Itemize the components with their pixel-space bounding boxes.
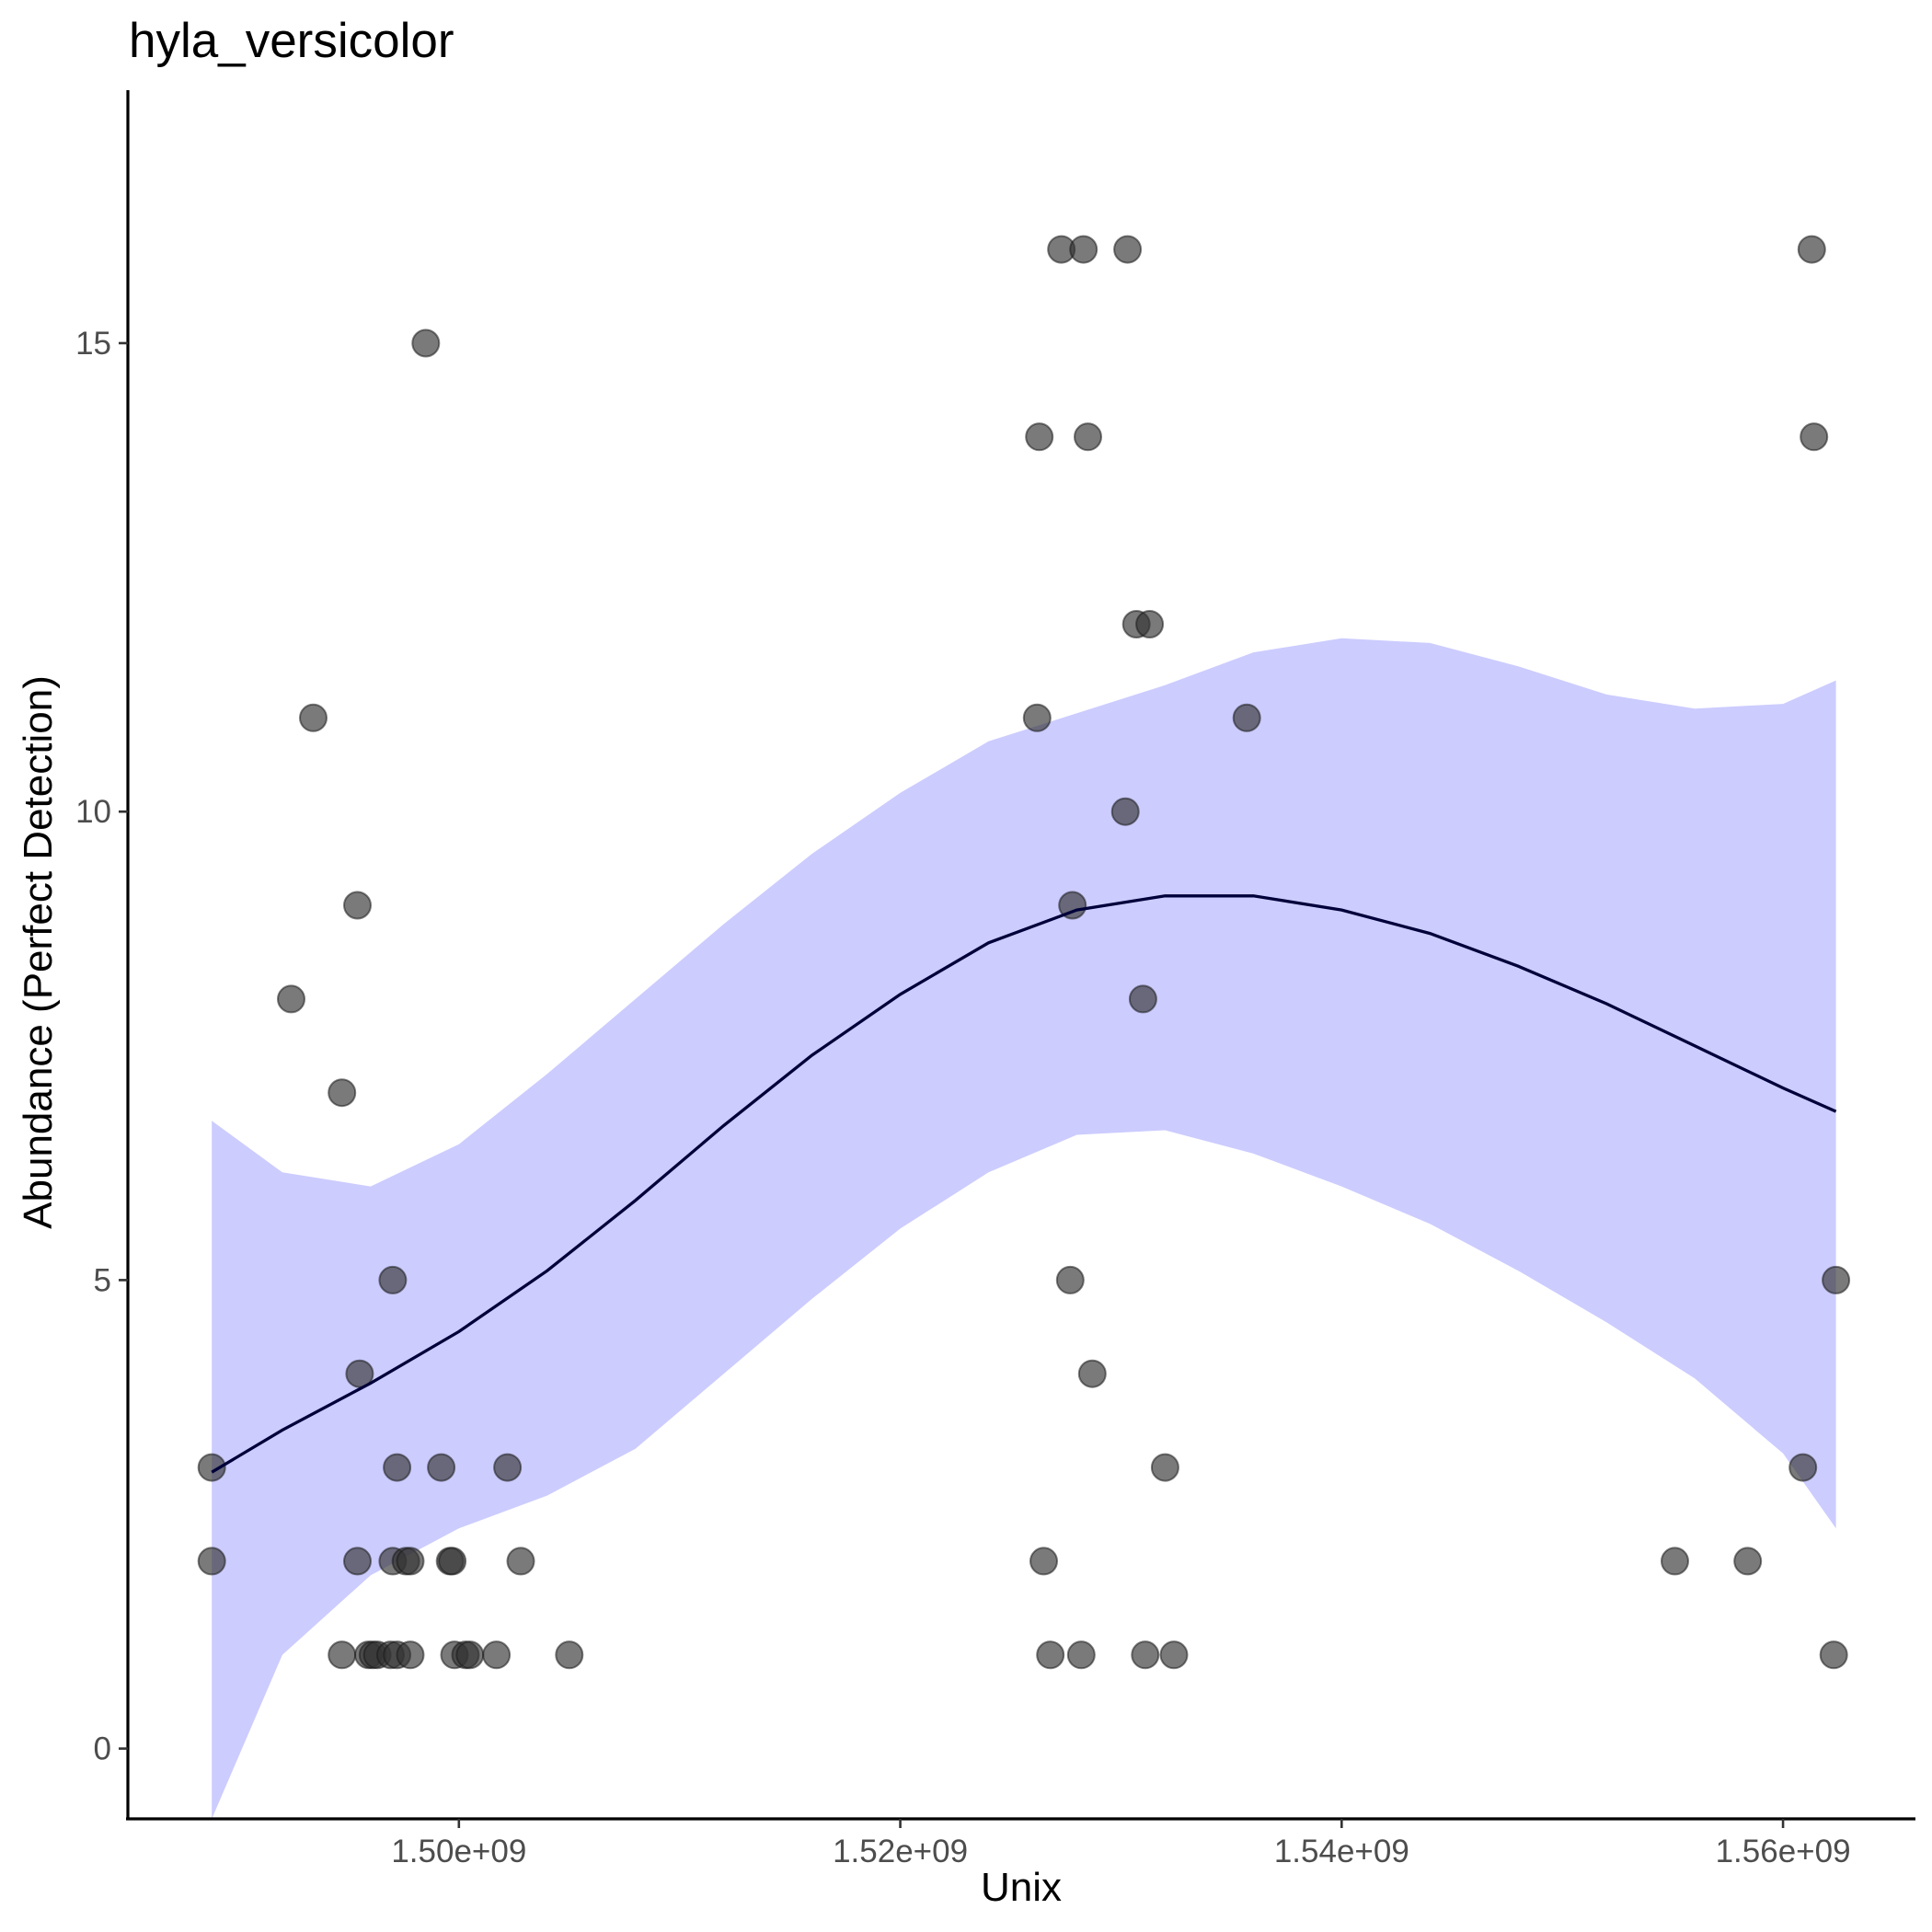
data-point-33 bbox=[1029, 1547, 1058, 1576]
data-point-20 bbox=[411, 328, 441, 358]
data-point-57 bbox=[1822, 1265, 1851, 1294]
data-point-18 bbox=[396, 1547, 425, 1576]
data-point-0 bbox=[197, 1453, 226, 1482]
x-axis-title: Unix bbox=[981, 1865, 1062, 1910]
x-axis-ticks: 1.50e+09 1.52e+09 1.54e+09 1.56e+09 bbox=[391, 1819, 1851, 1869]
data-point-13 bbox=[378, 1265, 408, 1294]
x-tick-label-0: 1.50e+09 bbox=[391, 1834, 526, 1869]
data-point-41 bbox=[1077, 1359, 1107, 1388]
y-tick-label-0: 0 bbox=[94, 1731, 111, 1767]
data-point-21 bbox=[427, 1453, 456, 1482]
data-point-43 bbox=[1113, 235, 1143, 264]
data-point-1 bbox=[197, 1547, 226, 1576]
data-point-28 bbox=[493, 1453, 523, 1482]
data-point-45 bbox=[1128, 984, 1157, 1014]
data-point-55 bbox=[1800, 422, 1829, 452]
data-point-5 bbox=[328, 1640, 357, 1670]
x-tick-label-1: 1.52e+09 bbox=[833, 1834, 968, 1869]
data-point-3 bbox=[299, 703, 328, 732]
data-point-31 bbox=[1022, 703, 1052, 732]
x-tick-label-3: 1.56e+09 bbox=[1716, 1834, 1851, 1869]
data-point-56 bbox=[1819, 1640, 1848, 1670]
plot-area bbox=[197, 235, 1851, 1819]
data-point-26 bbox=[455, 1640, 485, 1670]
data-point-54 bbox=[1797, 235, 1826, 264]
data-point-7 bbox=[343, 1547, 372, 1576]
data-point-19 bbox=[396, 1640, 425, 1670]
data-point-6 bbox=[343, 891, 372, 920]
chart-title: hyla_versicolor bbox=[129, 14, 454, 68]
y-tick-label-2: 10 bbox=[75, 794, 111, 830]
data-point-50 bbox=[1232, 703, 1261, 732]
data-point-32 bbox=[1025, 422, 1054, 452]
data-point-30 bbox=[555, 1640, 584, 1670]
y-tick-label-1: 5 bbox=[94, 1262, 111, 1298]
data-point-2 bbox=[277, 984, 305, 1014]
data-point-34 bbox=[1036, 1640, 1065, 1670]
data-point-53 bbox=[1788, 1453, 1818, 1482]
data-point-23 bbox=[438, 1547, 467, 1576]
data-point-47 bbox=[1135, 610, 1165, 638]
data-point-36 bbox=[1055, 1265, 1085, 1294]
data-point-48 bbox=[1150, 1453, 1179, 1482]
data-point-40 bbox=[1074, 422, 1102, 452]
data-point-15 bbox=[383, 1453, 412, 1482]
data-point-52 bbox=[1733, 1547, 1763, 1576]
data-point-37 bbox=[1058, 891, 1087, 920]
data-point-4 bbox=[328, 1078, 357, 1108]
x-tick-label-2: 1.54e+09 bbox=[1274, 1834, 1409, 1869]
data-point-42 bbox=[1110, 797, 1140, 826]
data-point-38 bbox=[1066, 1640, 1096, 1670]
y-axis-title: Abundance (Perfect Detection) bbox=[16, 675, 61, 1229]
data-point-46 bbox=[1131, 1640, 1160, 1670]
data-point-39 bbox=[1069, 235, 1098, 264]
data-points bbox=[197, 235, 1851, 1670]
y-axis-ticks: 0 5 10 15 bbox=[75, 326, 128, 1767]
data-point-29 bbox=[506, 1547, 535, 1576]
trend-line bbox=[211, 894, 1837, 1474]
data-point-51 bbox=[1661, 1547, 1689, 1576]
data-point-8 bbox=[345, 1359, 374, 1388]
data-point-27 bbox=[482, 1640, 512, 1670]
data-point-49 bbox=[1159, 1640, 1189, 1670]
y-tick-label-3: 15 bbox=[75, 326, 111, 362]
